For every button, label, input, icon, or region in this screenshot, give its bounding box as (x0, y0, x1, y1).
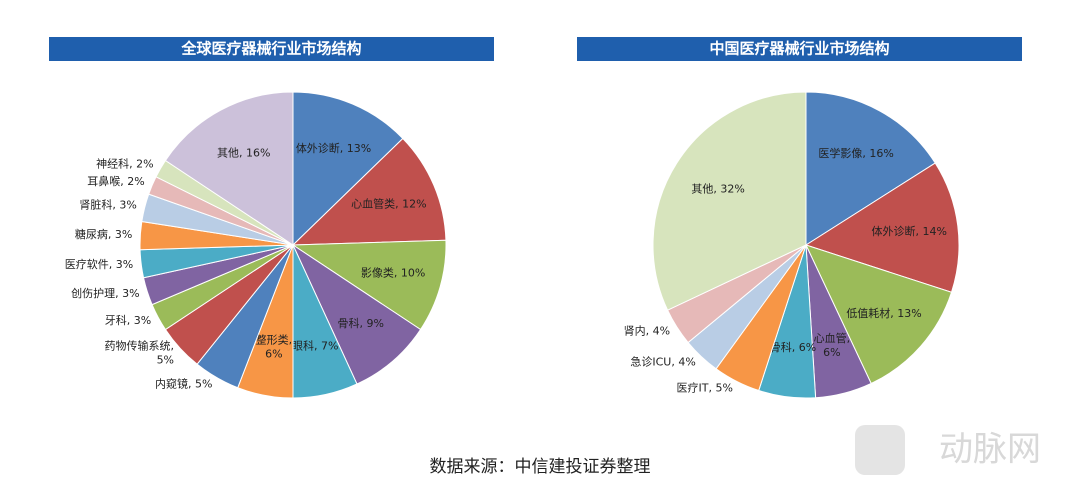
pie-slice (805, 91, 936, 246)
title-bar (577, 37, 1022, 61)
slice-label: 创伤护理, 3% (71, 286, 139, 300)
pie-slice (292, 91, 404, 247)
slice-label: 影像类, 10% (361, 265, 425, 279)
slice-label: 其他, 32% (691, 182, 744, 195)
slice-label: 眼科, 7% (292, 339, 338, 353)
chart-title: 中国医疗器械行业市场结构 (709, 40, 889, 58)
slice-label: 药物传输系统, 5% (105, 338, 175, 366)
slice-label: 肾脏科, 3% (79, 198, 136, 212)
slice-label: 体外诊断, 13% (296, 141, 371, 155)
slice-label: 内窥镜, 5% (155, 376, 212, 390)
slice-label: 整形类, 6% (256, 332, 293, 360)
slice-label: 心血管类, 12% (351, 196, 426, 210)
slice-label: 糖尿病, 3% (75, 227, 132, 241)
title-bar (49, 37, 494, 61)
source: 数据来源：中信建投证券整理 (430, 457, 651, 477)
pie-slice (805, 244, 953, 385)
slice-label: 牙科, 3% (105, 313, 151, 327)
watermark-logo (855, 425, 905, 475)
slice-label: 神经科, 2% (96, 157, 153, 171)
slice-label: 医学影像, 16% (818, 146, 893, 160)
slice-label: 体外诊断, 14% (871, 224, 946, 238)
slice-label: 骨科, 9% (337, 316, 383, 330)
slice-label: 医疗IT, 5% (676, 380, 732, 394)
pie-slice (804, 162, 960, 293)
slice-label: 低值耗材, 13% (846, 306, 921, 320)
pie-slice (291, 137, 447, 246)
pie-slice (291, 243, 422, 385)
slice-label: 耳鼻喉, 2% (87, 174, 144, 188)
watermark: 动脉网 (939, 430, 1041, 470)
slice-label: 心血管, 6% (814, 331, 851, 359)
slice-label: 肾内, 4% (624, 323, 670, 337)
slice-label: 急诊ICU, 4% (630, 354, 695, 368)
chart-title: 全球医疗器械行业市场结构 (180, 40, 361, 58)
slice-label: 其他, 16% (217, 146, 270, 159)
slice-label: 医疗软件, 3% (65, 257, 133, 271)
pie-slice (652, 91, 807, 311)
pie-slice (164, 91, 294, 246)
slice-label: 骨科, 6% (770, 340, 816, 354)
pie-slice (291, 239, 447, 331)
